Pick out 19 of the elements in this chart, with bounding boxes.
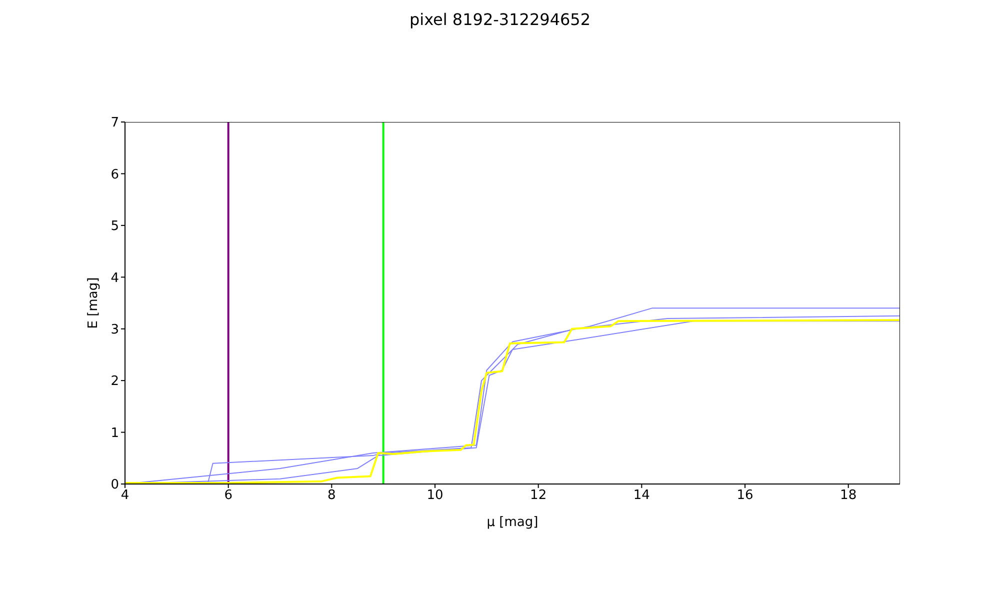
- y-tick-label: 0: [110, 478, 119, 493]
- y-tick-label: 4: [110, 270, 119, 286]
- x-tick-label: 16: [736, 488, 754, 504]
- y-tick-label: 2: [110, 374, 119, 390]
- x-tick-label: 6: [224, 488, 232, 504]
- chart-title: pixel 8192-312294652: [408, 10, 592, 29]
- x-tick-label: 4: [120, 488, 130, 504]
- y-tick-label: 1: [110, 426, 119, 441]
- y-tick-label: 3: [110, 322, 119, 338]
- x-tick-label: 18: [840, 488, 857, 504]
- y-axis-title: E [mag]: [86, 277, 101, 329]
- x-tick-label: 8: [328, 488, 336, 504]
- x-tick-label: 10: [426, 488, 444, 504]
- x-tick-label: 14: [633, 488, 650, 504]
- y-tick-label: 7: [110, 116, 119, 131]
- y-tick-label: 5: [110, 219, 119, 234]
- y-tick-label: 6: [110, 167, 119, 182]
- x-tick-label: 12: [530, 488, 547, 504]
- x-axis-title: μ [mag]: [486, 515, 538, 530]
